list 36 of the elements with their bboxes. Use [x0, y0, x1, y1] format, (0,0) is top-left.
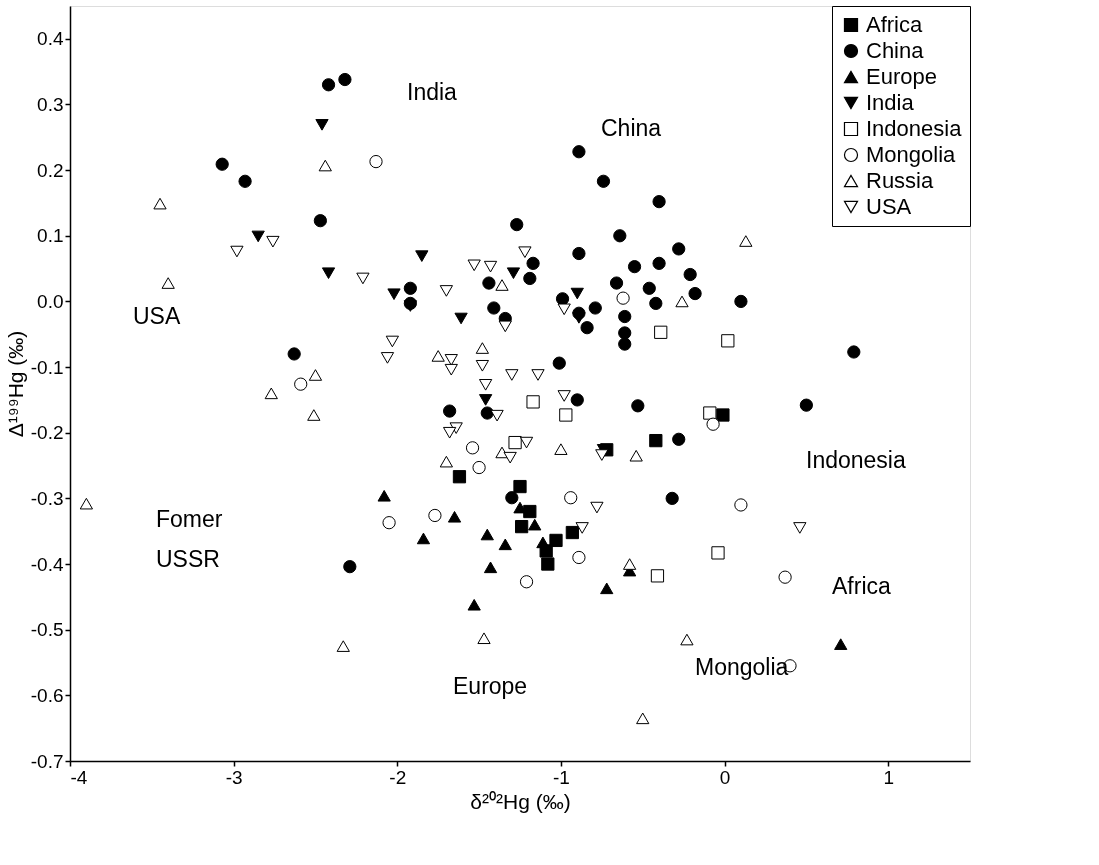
y-axis-title: Δ¹⁹⁹Hg (‰): [3, 330, 27, 438]
legend-label: USA: [866, 194, 912, 219]
y-tick-label: 0.4: [37, 28, 64, 50]
x-tick-label: 1: [883, 766, 894, 788]
legend-label: Africa: [866, 12, 923, 37]
annotation: Mongolia: [695, 654, 789, 680]
y-tick-label: -0.6: [30, 684, 64, 706]
legend-label: China: [866, 38, 925, 63]
legend-label: Mongolia: [866, 142, 957, 167]
y-tick-label: -0.4: [30, 553, 64, 575]
y-tick-label: -0.2: [30, 422, 64, 444]
x-tick-label: -3: [225, 766, 243, 788]
annotation: Fomer USSR: [156, 506, 223, 572]
legend-label: India: [866, 90, 915, 115]
annotation: Europe: [453, 673, 528, 699]
annotation: Africa: [832, 573, 891, 599]
x-axis-title: δ²⁰²Hg (‰): [470, 789, 571, 813]
x-tick-label: -4: [70, 766, 88, 788]
x-tick-label: 0: [719, 766, 731, 788]
y-tick-label: 0.3: [37, 93, 64, 115]
y-tick-label: 0.0: [37, 290, 64, 312]
y-tick-label: -0.7: [30, 750, 64, 772]
annotation: China: [601, 115, 662, 141]
legend-label: Indonesia: [866, 116, 963, 141]
x-tick-label: -1: [552, 766, 570, 788]
legend-label: Russia: [866, 168, 935, 193]
y-tick-label: -0.5: [30, 619, 64, 641]
y-tick-label: 0.1: [37, 225, 64, 247]
annotation: Indonesia: [806, 447, 906, 473]
annotation: USA: [133, 303, 181, 329]
y-tick-label: 0.2: [37, 159, 64, 181]
y-tick-label: -0.3: [30, 487, 64, 509]
legend-label: Europe: [866, 64, 937, 89]
annotation: India: [407, 79, 458, 105]
x-tick-label: -2: [389, 766, 407, 788]
y-tick-label: -0.1: [30, 356, 64, 378]
